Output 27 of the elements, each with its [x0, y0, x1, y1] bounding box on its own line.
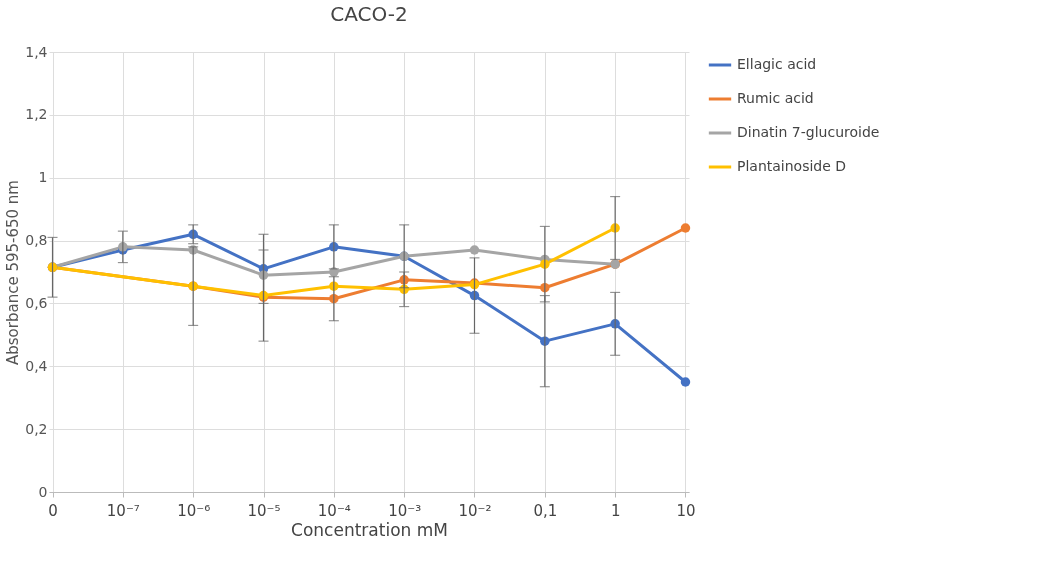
x-tick-label: 10⁻⁴ [317, 501, 351, 520]
y-tick-label: 0,8 [25, 232, 48, 249]
y-axis-title: Absorbance 595-650 nm [4, 180, 23, 365]
legend-label: Dinatin 7-glucuroide [737, 124, 880, 140]
y-tick-label: 1,4 [25, 43, 48, 60]
x-tick-label: 10⁻³ [388, 501, 422, 520]
point [469, 245, 480, 255]
legend-label: Rumic acid [737, 90, 814, 106]
x-tick-label: 10 [676, 501, 696, 520]
x-axis-title: Concentration mM [291, 519, 448, 540]
chart-title: CACO-2 [330, 2, 408, 26]
point [680, 377, 691, 387]
legend-label: Plantainoside D [737, 158, 847, 174]
x-tick-label: 10⁻⁵ [247, 501, 281, 520]
point [680, 223, 691, 233]
y-tick-label: 1 [38, 169, 48, 186]
x-tick-label: 10⁻⁶ [177, 501, 211, 520]
x-tick-label: 0,1 [533, 501, 558, 520]
y-tick-label: 0 [38, 483, 48, 500]
legend-label: Ellagic acid [737, 56, 817, 72]
y-tick-label: 0,2 [25, 420, 48, 437]
y-tick-label: 1,2 [25, 106, 48, 123]
x-tick-label: 10⁻² [458, 501, 492, 520]
x-tick-label: 10⁻⁷ [106, 501, 140, 520]
y-tick-label: 0,4 [25, 357, 48, 374]
x-tick-label: 1 [610, 501, 621, 520]
y-tick-label: 0,6 [25, 294, 48, 311]
